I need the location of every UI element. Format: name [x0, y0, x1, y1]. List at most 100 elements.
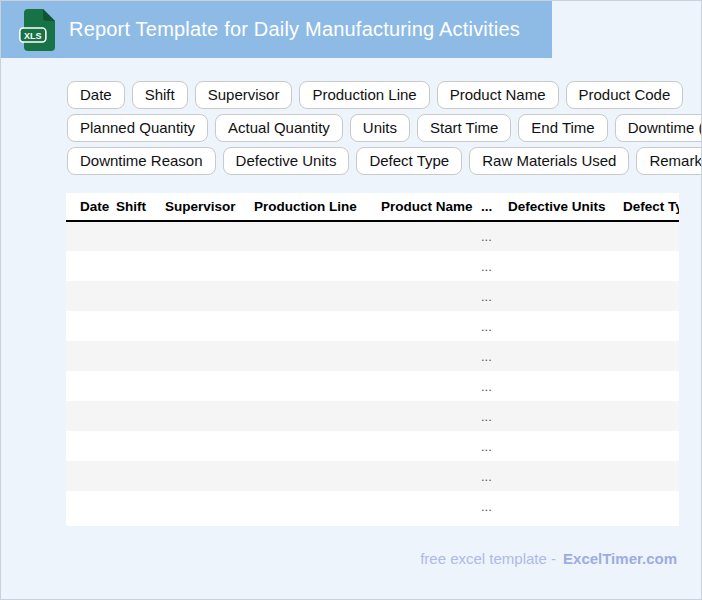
- table-row: ...: [66, 251, 679, 281]
- table-cell: [159, 401, 248, 431]
- report-table-container: DateShiftSupervisorProduction LineProduc…: [66, 193, 679, 526]
- table-cell: ...: [475, 341, 502, 371]
- page-title: Report Template for Daily Manufacturing …: [69, 18, 520, 41]
- table-cell: [110, 251, 159, 281]
- table-cell: [375, 401, 475, 431]
- table-cell: [375, 281, 475, 311]
- table-cell: [159, 311, 248, 341]
- column-header-date: Date: [66, 193, 110, 221]
- table-cell: ...: [475, 281, 502, 311]
- footer-brand-link[interactable]: ExcelTimer.com: [563, 550, 677, 567]
- table-cell: [375, 461, 475, 491]
- column-header-supervisor: Supervisor: [159, 193, 248, 221]
- table-cell: [66, 341, 110, 371]
- chip-defective-units[interactable]: Defective Units: [223, 147, 350, 175]
- table-body: ..............................: [66, 221, 679, 521]
- table-cell: ...: [475, 371, 502, 401]
- table-cell: [502, 461, 617, 491]
- table-row: ...: [66, 221, 679, 251]
- table-cell: [617, 371, 679, 401]
- table-cell: ...: [475, 251, 502, 281]
- table-cell: [502, 251, 617, 281]
- table-row: ...: [66, 281, 679, 311]
- table-cell: [66, 251, 110, 281]
- table-row: ...: [66, 431, 679, 461]
- chip-raw-materials-used[interactable]: Raw Materials Used: [469, 147, 629, 175]
- page: XLS Report Template for Daily Manufactur…: [0, 0, 702, 600]
- table-cell: ...: [475, 401, 502, 431]
- table-cell: [375, 221, 475, 251]
- chip-product-code[interactable]: Product Code: [566, 81, 684, 109]
- column-header-production-line: Production Line: [248, 193, 375, 221]
- table-cell: [375, 341, 475, 371]
- chip-downtime-min[interactable]: Downtime (min): [615, 114, 702, 142]
- table-cell: [502, 491, 617, 521]
- title-bar: XLS Report Template for Daily Manufactur…: [1, 1, 552, 58]
- table-cell: [502, 341, 617, 371]
- table-cell: [375, 251, 475, 281]
- table-cell: [502, 371, 617, 401]
- chip-row: Downtime ReasonDefective UnitsDefect Typ…: [67, 147, 702, 175]
- table-cell: [375, 431, 475, 461]
- table-cell: [110, 221, 159, 251]
- table-row: ...: [66, 371, 679, 401]
- table-cell: [617, 281, 679, 311]
- footer: free excel template -ExcelTimer.com: [420, 550, 677, 567]
- table-cell: [248, 431, 375, 461]
- table-header-row: DateShiftSupervisorProduction LineProduc…: [66, 193, 679, 221]
- table-cell: [159, 221, 248, 251]
- table-cell: [110, 281, 159, 311]
- chip-planned-quantity[interactable]: Planned Quantity: [67, 114, 208, 142]
- table-cell: [110, 401, 159, 431]
- column-header-defective-units: Defective Units: [502, 193, 617, 221]
- table-cell: ...: [475, 491, 502, 521]
- chip-supervisor[interactable]: Supervisor: [195, 81, 293, 109]
- chip-start-time[interactable]: Start Time: [417, 114, 511, 142]
- chip-product-name[interactable]: Product Name: [437, 81, 559, 109]
- table-cell: [66, 221, 110, 251]
- table-cell: [248, 461, 375, 491]
- table-cell: ...: [475, 311, 502, 341]
- table-cell: [248, 251, 375, 281]
- chip-row: Planned QuantityActual QuantityUnitsStar…: [67, 114, 702, 142]
- column-header-dots: ...: [475, 193, 502, 221]
- column-header-defect-type: Defect Type: [617, 193, 679, 221]
- table-cell: ...: [475, 221, 502, 251]
- table-cell: [375, 491, 475, 521]
- chip-row: DateShiftSupervisorProduction Line Produc…: [67, 81, 702, 109]
- table-cell: [617, 491, 679, 521]
- table-cell: [617, 461, 679, 491]
- table-cell: [502, 311, 617, 341]
- chip-end-time[interactable]: End Time: [518, 114, 607, 142]
- table-cell: [502, 431, 617, 461]
- table-cell: [66, 431, 110, 461]
- chip-units[interactable]: Units: [350, 114, 410, 142]
- table-cell: [248, 221, 375, 251]
- table-cell: [248, 281, 375, 311]
- chip-production-line[interactable]: Production Line: [299, 81, 429, 109]
- table-cell: [617, 221, 679, 251]
- table-cell: [159, 251, 248, 281]
- table-cell: ...: [475, 431, 502, 461]
- table-cell: [375, 311, 475, 341]
- chip-remarks[interactable]: Remarks: [636, 147, 702, 175]
- chip-downtime-reason[interactable]: Downtime Reason: [67, 147, 216, 175]
- table-cell: [159, 461, 248, 491]
- table-cell: [248, 341, 375, 371]
- table-cell: [159, 431, 248, 461]
- table-cell: [110, 431, 159, 461]
- table-cell: [110, 341, 159, 371]
- chip-defect-type[interactable]: Defect Type: [356, 147, 462, 175]
- chip-actual-quantity[interactable]: Actual Quantity: [215, 114, 343, 142]
- table-cell: ...: [475, 461, 502, 491]
- table-cell: [617, 311, 679, 341]
- table-cell: [66, 371, 110, 401]
- chip-shift[interactable]: Shift: [132, 81, 188, 109]
- table-cell: [159, 341, 248, 371]
- table-row: ...: [66, 491, 679, 521]
- table-cell: [159, 371, 248, 401]
- table-cell: [66, 491, 110, 521]
- chip-date[interactable]: Date: [67, 81, 125, 109]
- table-cell: [66, 281, 110, 311]
- xls-icon-label: XLS: [24, 30, 42, 40]
